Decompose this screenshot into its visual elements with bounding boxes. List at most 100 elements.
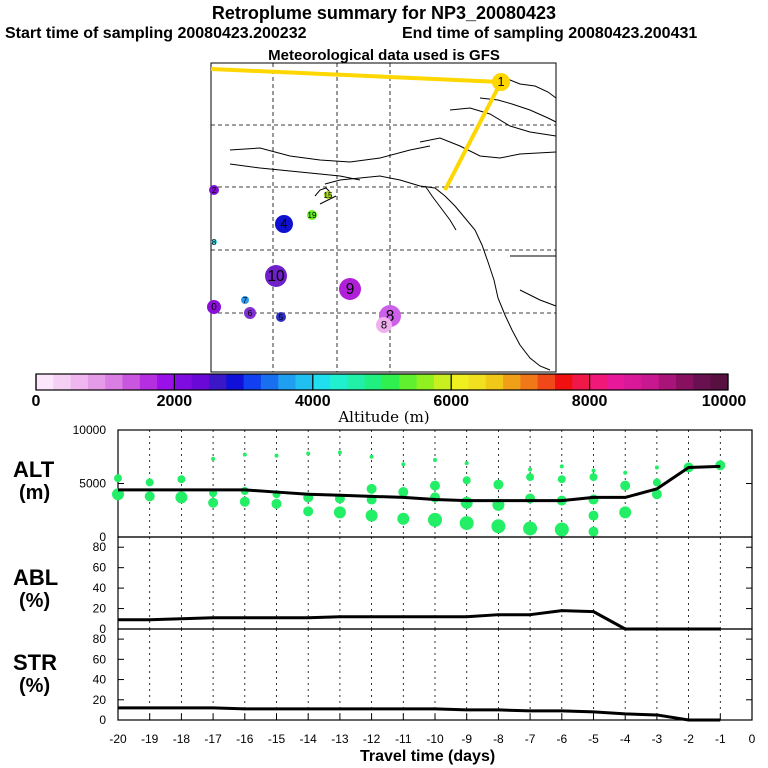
map-marker-label: 1 [497,75,504,89]
x-tick-label: -9 [461,732,472,746]
trajectory-paths [210,67,503,191]
colorbar-tick-label: 8000 [571,393,608,410]
altitude-scatter-point [337,450,342,455]
altitude-scatter-point [523,521,538,536]
colorbar-axis-label: Altitude (m) [338,408,430,426]
map-marker-dot [339,278,361,300]
colorbar-tick-label: 10000 [701,393,747,410]
coastlines [229,77,557,371]
altitude-scatter-point [491,519,506,534]
abl-ylabel-unit: (%) [19,590,51,612]
altitude-scatter-point [428,512,442,527]
alt-ylabel-unit: (m) [19,482,51,504]
altitude-scatter-point [433,457,437,462]
altitude-scatter-point [589,473,598,482]
map-grid [211,63,556,372]
altitude-scatter-point [306,451,311,456]
altitude-scatter-point [557,475,566,484]
map-marker-label: 15 [324,191,333,200]
map-marker-label: 4 [280,217,287,231]
series-line [118,706,721,722]
altitude-scatter-point [175,491,188,504]
map-marker: 4 [275,215,293,233]
series-line [118,609,721,631]
map-marker: 2 [209,185,219,195]
altitude-scatter-point [398,487,409,498]
altitude-scatter-point [619,506,632,519]
map-marker: 9 [339,278,361,300]
map-marker-label: 7 [243,296,248,305]
x-tick-label: -1 [715,732,726,746]
abl-ylabel-name: ABL [13,565,59,590]
altitude-scatter-point [652,478,661,487]
abl-panel: 80 60 40 20 0 [93,536,753,636]
altitude-scatter-point [239,496,250,507]
x-tick-label: -14 [300,732,318,746]
altitude-scatter-point [588,526,599,537]
map-marker-dot [276,312,286,322]
map-marker-dot [265,265,287,287]
y-tick-label: 0 [99,530,106,544]
altitude-scatter-point [401,462,406,467]
map-marker-dot [207,300,221,314]
altitude-scatter-point [397,512,410,525]
colorbar-tick-label: 6000 [433,393,469,410]
x-tick-label: -12 [363,732,381,746]
altitude-scatter-point [464,461,469,466]
map-marker-dot [275,215,293,233]
str-ylabel-unit: (%) [19,675,51,697]
altitude-scatter-point [333,506,346,519]
map-marker-dot [209,185,219,195]
altitude-scatter-point [460,496,473,509]
map-marker: 0 [207,300,221,314]
map-marker-dot [241,296,249,304]
map-marker-label: 10 [267,268,284,285]
x-tick-label: -20 [109,732,127,746]
altitude-scatter-point [651,489,662,500]
altitude-scatter-point [369,454,374,459]
x-tick-label: -5 [588,732,599,746]
altitude-scatter-point [559,464,564,469]
altitude-scatter-point [365,509,378,522]
figure-title: Retroplume summary for NP3_20080423 [211,3,557,23]
x-tick-label: -16 [236,732,254,746]
altitude-scatter-point [623,470,628,475]
map-marker: 7 [241,296,249,305]
alt-ylabel-name: ALT [13,457,55,482]
x-tick-label: -7 [525,732,536,746]
colorbar-tick-label: 2000 [156,393,193,410]
end-time-label: End time of sampling 20080423.200431 [402,25,698,42]
y-tick-label: 80 [93,540,107,554]
x-tick-label: -6 [556,732,567,746]
map-marker: 19 [307,210,317,220]
y-tick-label: 80 [93,632,107,646]
map-marker: 15 [324,191,333,200]
altitude-scatter-point [271,498,282,509]
altitude-scatter-point [211,456,216,461]
map-marker-dot [244,307,256,319]
map-marker-dot [492,73,510,91]
x-tick-label: -4 [620,732,631,746]
y-tick-label: 60 [93,652,107,666]
altitude-scatter-point [366,483,377,494]
y-tick-label: 5000 [79,477,106,491]
altitude-scatter-point [654,465,659,470]
altitude-scatter-point [591,468,596,473]
x-tick-label: -11 [395,732,412,746]
x-tick-label: -18 [173,732,191,746]
map-marker: 10 [265,265,287,287]
series-line [118,464,721,503]
altitude-scatter-point [554,522,569,537]
map-marker-dot [324,191,332,199]
y-tick-label: 10000 [73,423,107,437]
altitude-scatter-point [242,452,247,457]
altitude-scatter-point [493,479,504,490]
map-marker-label: 8 [212,238,217,247]
altitude-scatter-point [303,506,314,517]
colorbar-tick-label: 4000 [295,393,331,410]
